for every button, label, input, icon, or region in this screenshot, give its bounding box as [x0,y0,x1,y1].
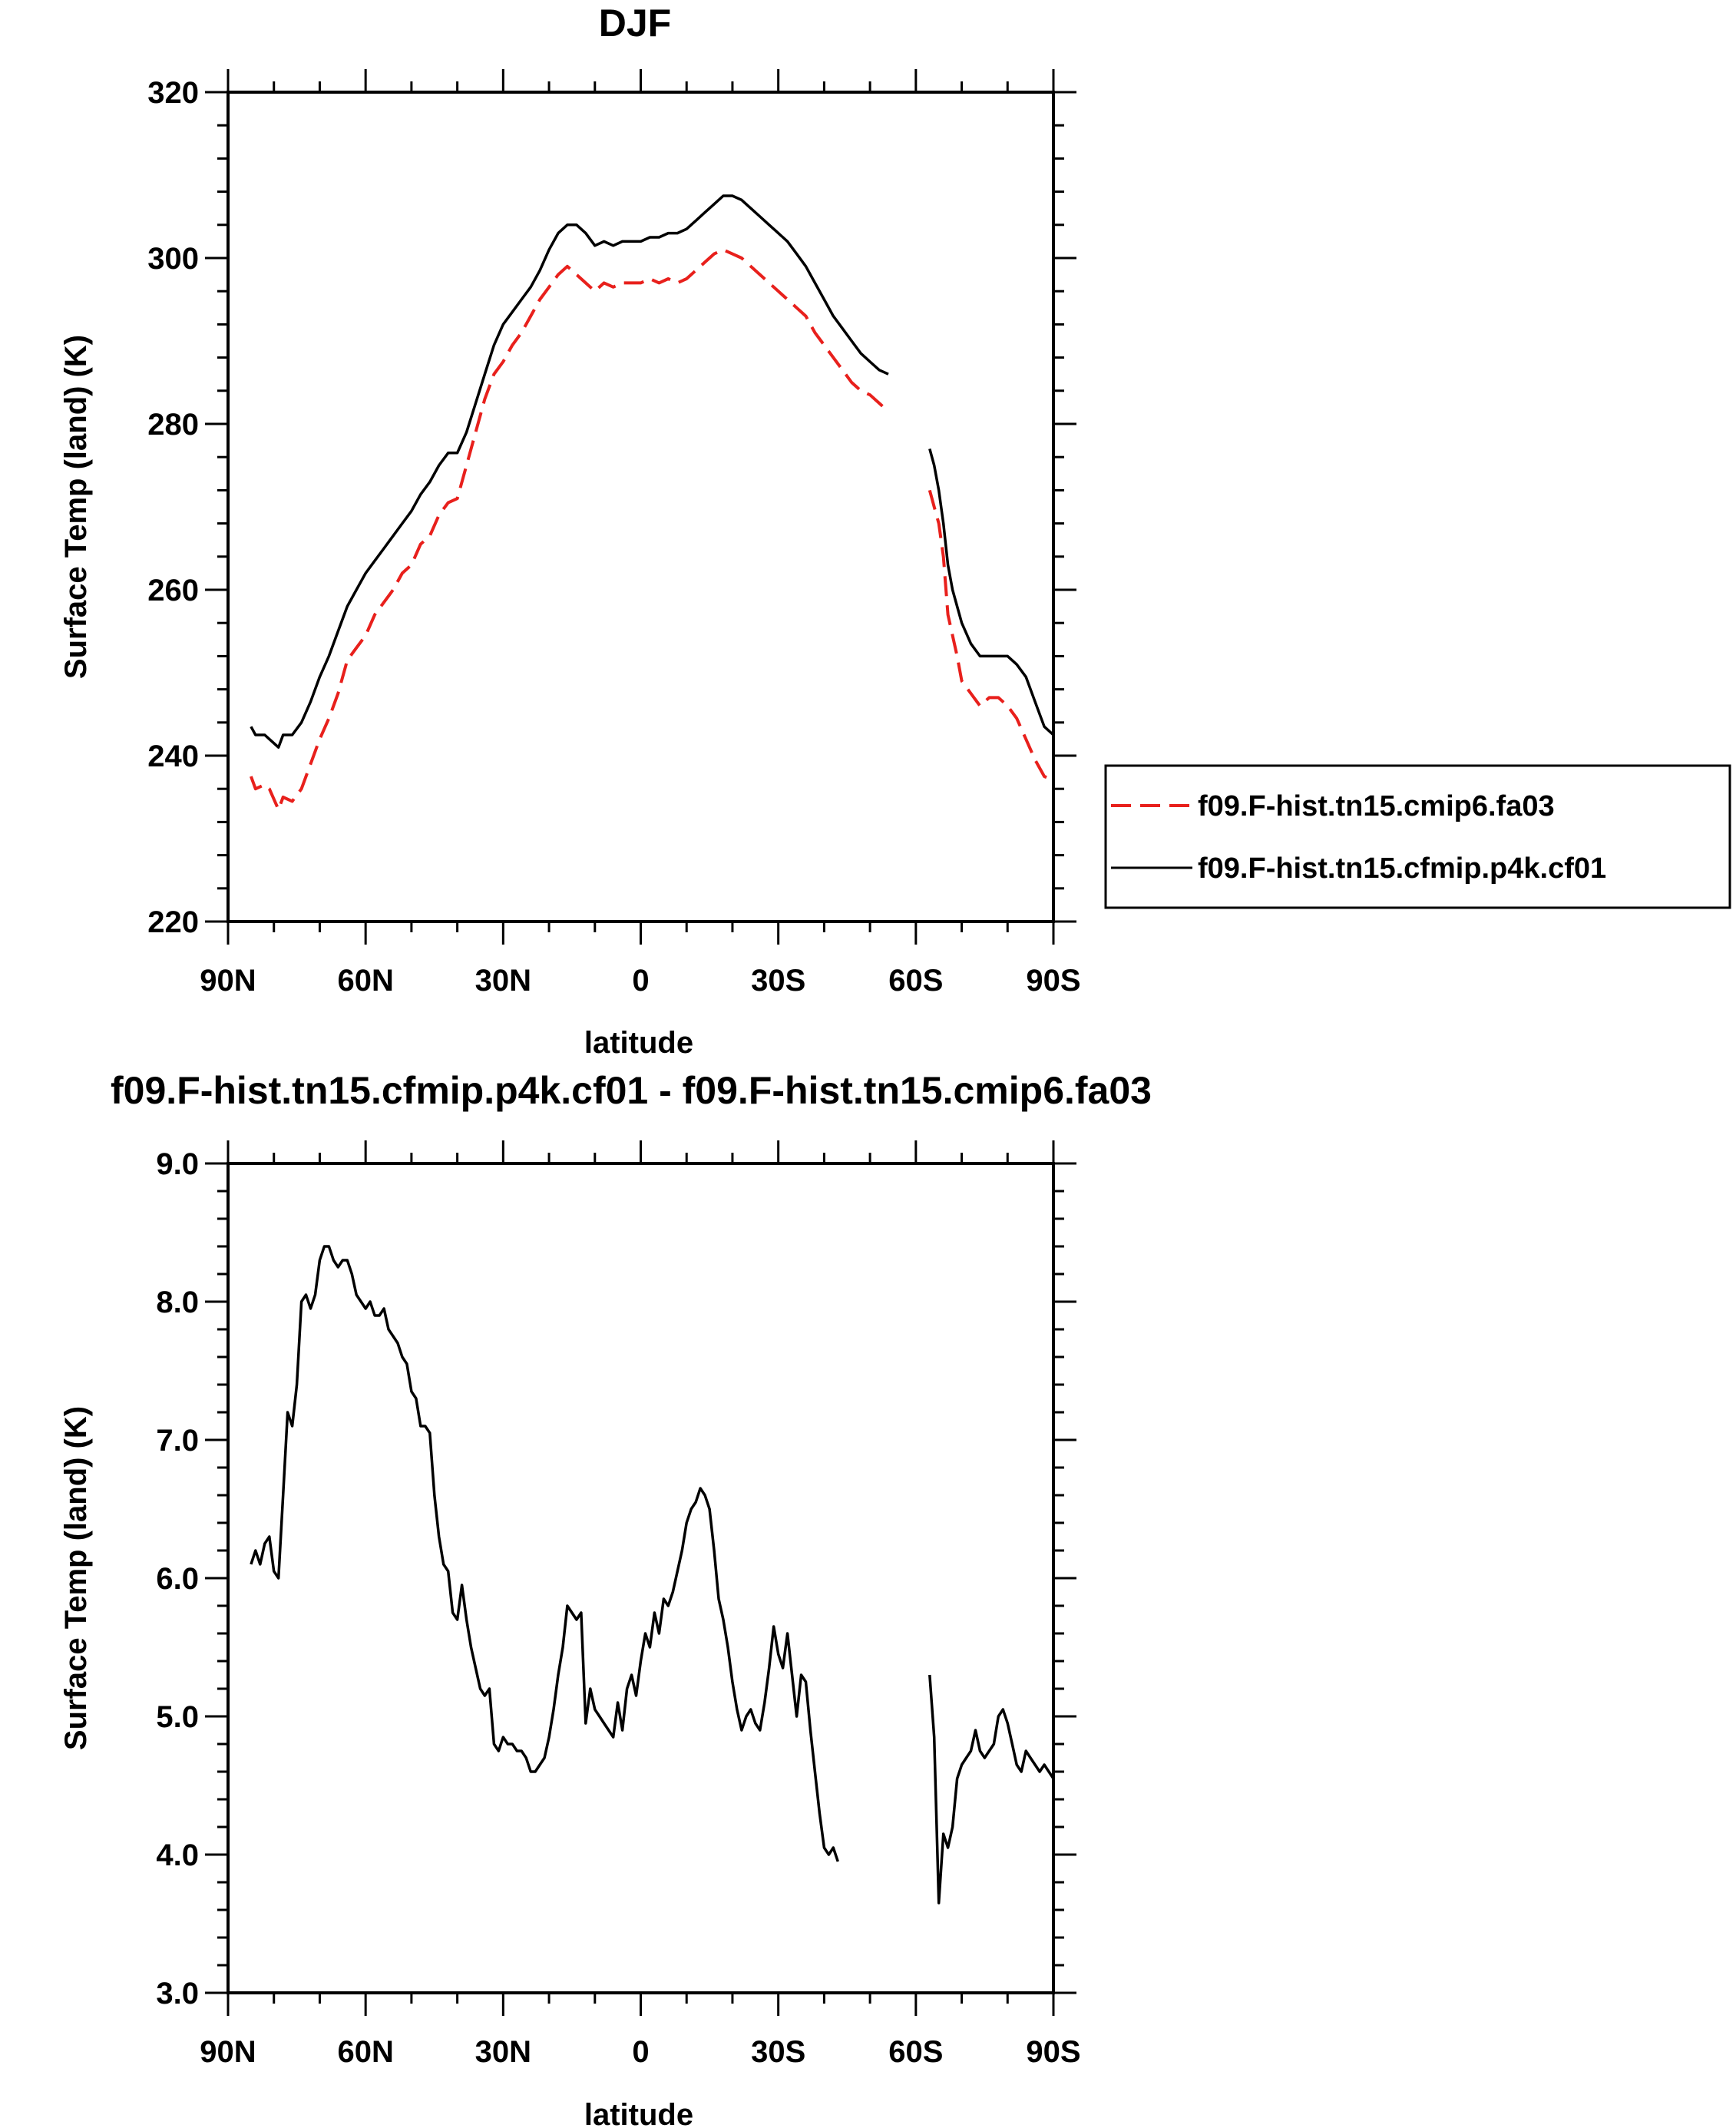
y-tick-label: 280 [147,408,199,442]
y-axis-label: Surface Temp (land) (K) [59,335,93,679]
y-tick-label: 260 [147,574,199,607]
x-tick-label: 30N [475,964,531,998]
x-tick-label: 0 [632,964,649,998]
x-axis-label: latitude [584,2098,693,2128]
y-tick-label: 4.0 [156,1838,199,1872]
x-tick-label: 30N [475,2035,531,2069]
y-tick-marks [205,1162,1076,1994]
legend-label-p4k: f09.F-hist.tn15.cfmip.p4k.cf01 [1198,852,1606,885]
x-tick-label: 60N [337,964,393,998]
y-tick-label: 6.0 [156,1562,199,1596]
series-line-p4k [928,1674,1055,1905]
y-tick-labels: 3.0 4.0 5.0 6.0 7.0 8.0 9.0 [156,1147,199,2011]
legend-box [1104,764,1731,909]
y-tick-label: 5.0 [156,1700,199,1734]
x-tick-labels: 90N 60N 30N 0 30S 60S 90S [200,2035,1080,2069]
x-tick-label: 60S [888,2035,943,2069]
y-tick-marks [205,91,1076,923]
series-line-p4k [928,448,1055,736]
x-tick-label: 90S [1026,2035,1080,2069]
x-tick-label: 60S [888,964,943,998]
chart-difference: f09.F-hist.tn15.cfmip.p4k.cf01 - f09.F-h… [59,1069,1152,2128]
x-tick-label: 30S [751,964,805,998]
y-tick-label: 220 [147,905,199,939]
chart-title: DJF [599,2,671,45]
plot-frame [227,1162,1055,1994]
plot-frame [227,91,1055,923]
series-line-p4k [250,194,889,749]
y-tick-label: 300 [147,242,199,276]
y-tick-label: 9.0 [156,1147,199,1181]
legend: f09.F-hist.tn15.cmip6.fa03 f09.F-hist.tn… [1104,764,1731,909]
series-lines [250,194,1055,812]
y-tick-labels: 220 240 260 280 300 320 [147,76,199,939]
x-tick-labels: 90N 60N 30N 0 30S 60S 90S [200,964,1080,998]
series-line-cmip6 [928,489,1054,783]
chart-title: f09.F-hist.tn15.cfmip.p4k.cf01 - f09.F-h… [111,1069,1152,1112]
y-tick-label: 7.0 [156,1424,199,1458]
x-tick-label: 90N [200,964,256,998]
series-line-cmip6 [250,248,890,812]
series-lines [250,1245,1055,1905]
y-tick-label: 8.0 [156,1286,199,1319]
x-tick-label: 90N [200,2035,256,2069]
x-tick-label: 90S [1026,964,1080,998]
y-axis-label: Surface Temp (land) (K) [59,1406,93,1750]
legend-label-cmip6: f09.F-hist.tn15.cmip6.fa03 [1198,790,1555,822]
x-tick-marks [227,1140,1055,2016]
x-tick-label: 30S [751,2035,805,2069]
y-tick-label: 320 [147,76,199,110]
x-axis-label: latitude [584,1026,693,1060]
series-line-p4k [250,1245,839,1862]
y-tick-label: 3.0 [156,1977,199,2011]
x-tick-label: 0 [632,2035,649,2069]
x-tick-marks [227,69,1055,945]
x-tick-label: 60N [337,2035,393,2069]
y-tick-label: 240 [147,740,199,773]
